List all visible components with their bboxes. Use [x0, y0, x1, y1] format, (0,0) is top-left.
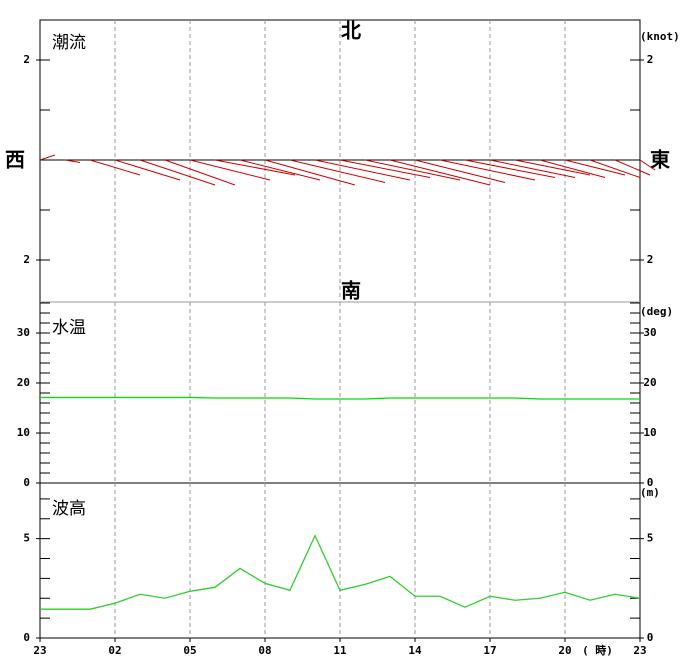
y-tick-label: 20 — [17, 376, 30, 389]
unit-label: (m) — [640, 486, 660, 499]
compass-west: 西 — [5, 148, 25, 172]
y-tick-label: 20 — [643, 376, 656, 389]
x-tick-label: 14 — [408, 644, 422, 657]
y-tick-label: 2 — [23, 253, 30, 266]
y-tick-label: 0 — [647, 631, 654, 644]
current-stick — [614, 159, 651, 176]
current-stick — [639, 159, 656, 171]
x-tick-label: 23 — [33, 644, 46, 657]
current-stick — [114, 159, 181, 181]
current-stick — [39, 154, 56, 161]
unit-label: (deg) — [640, 305, 673, 318]
current-stick — [439, 159, 536, 181]
current-stick — [539, 159, 606, 178]
y-tick-label: 30 — [643, 326, 656, 339]
x-tick-label: 02 — [108, 644, 121, 657]
y-tick-label: 30 — [17, 326, 30, 339]
current-stick — [489, 159, 576, 178]
compass-south: 南 — [341, 279, 361, 303]
y-tick-label: 2 — [647, 253, 654, 266]
current-stick — [464, 159, 556, 178]
x-tick-label: 11 — [333, 644, 347, 657]
current-stick — [589, 159, 641, 178]
y-tick-label: 0 — [23, 476, 30, 489]
panel-title: 波高 — [52, 499, 86, 519]
current-stick — [89, 159, 141, 176]
current-stick — [339, 159, 431, 178]
x-tick-label: 05 — [183, 644, 196, 657]
current-stick — [564, 159, 626, 176]
panel-title: 潮流 — [52, 33, 86, 53]
y-tick-label: 5 — [647, 532, 654, 545]
panel-title: 水温 — [52, 318, 86, 338]
y-tick-label: 5 — [23, 532, 30, 545]
y-tick-label: 10 — [643, 426, 656, 439]
x-tick-label: 20 — [558, 644, 571, 657]
current-stick — [264, 159, 356, 186]
y-tick-label: 2 — [647, 53, 654, 66]
unit-label: (knot) — [640, 30, 680, 43]
current-stick — [289, 159, 386, 183]
current-stick — [139, 159, 216, 186]
x-tick-label: 17 — [483, 644, 496, 657]
current-stick — [389, 159, 491, 186]
current-stick — [514, 159, 591, 176]
current-stick — [239, 159, 321, 181]
x-axis-label: ( 時) — [582, 643, 613, 657]
current-stick — [364, 159, 461, 181]
data-line — [40, 534, 641, 610]
y-tick-label: 0 — [23, 631, 30, 644]
current-stick — [189, 159, 271, 181]
y-tick-label: 0 — [647, 476, 654, 489]
y-tick-label: 2 — [23, 53, 30, 66]
current-stick — [214, 159, 296, 176]
data-line — [40, 396, 640, 400]
compass-north: 北 — [341, 19, 361, 43]
current-stick — [314, 159, 411, 181]
x-tick-label: 23 — [633, 644, 646, 657]
compass-east: 東 — [650, 148, 670, 172]
x-tick-label: 08 — [258, 644, 271, 657]
y-tick-label: 10 — [17, 426, 30, 439]
current-stick — [414, 159, 506, 183]
current-stick — [64, 159, 81, 163]
current-stick — [164, 159, 236, 186]
